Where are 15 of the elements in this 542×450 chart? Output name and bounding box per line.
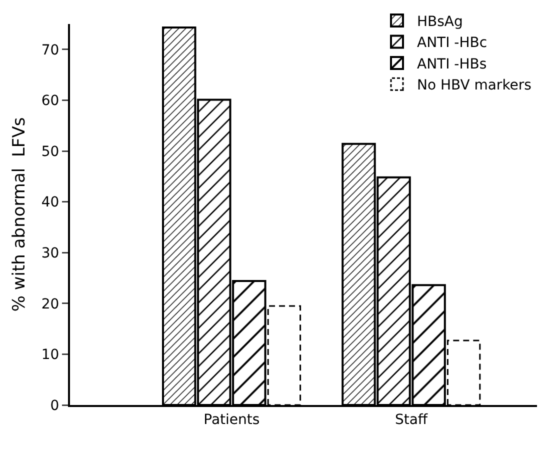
y-tick-label: 20 xyxy=(41,296,60,312)
legend-label: ANTI -HBs xyxy=(417,56,487,72)
y-tick-label: 30 xyxy=(41,246,60,262)
legend-label: HBsAg xyxy=(417,14,463,30)
y-tick-label: 70 xyxy=(41,42,60,58)
legend-label: ANTI -HBc xyxy=(417,35,488,52)
y-tick-label: 0 xyxy=(50,398,60,414)
legend-label: No HBV markers xyxy=(417,78,532,94)
y-tick-label: 50 xyxy=(41,144,60,160)
y-axis-title: % with abnormal LFVs xyxy=(9,117,30,312)
y-tick-label: 40 xyxy=(41,194,60,211)
y-tick-label: 60 xyxy=(41,93,60,110)
y-tick-label: 10 xyxy=(41,347,60,364)
x-tick-label: Patients xyxy=(204,412,260,428)
x-tick-label: Staff xyxy=(394,412,428,428)
